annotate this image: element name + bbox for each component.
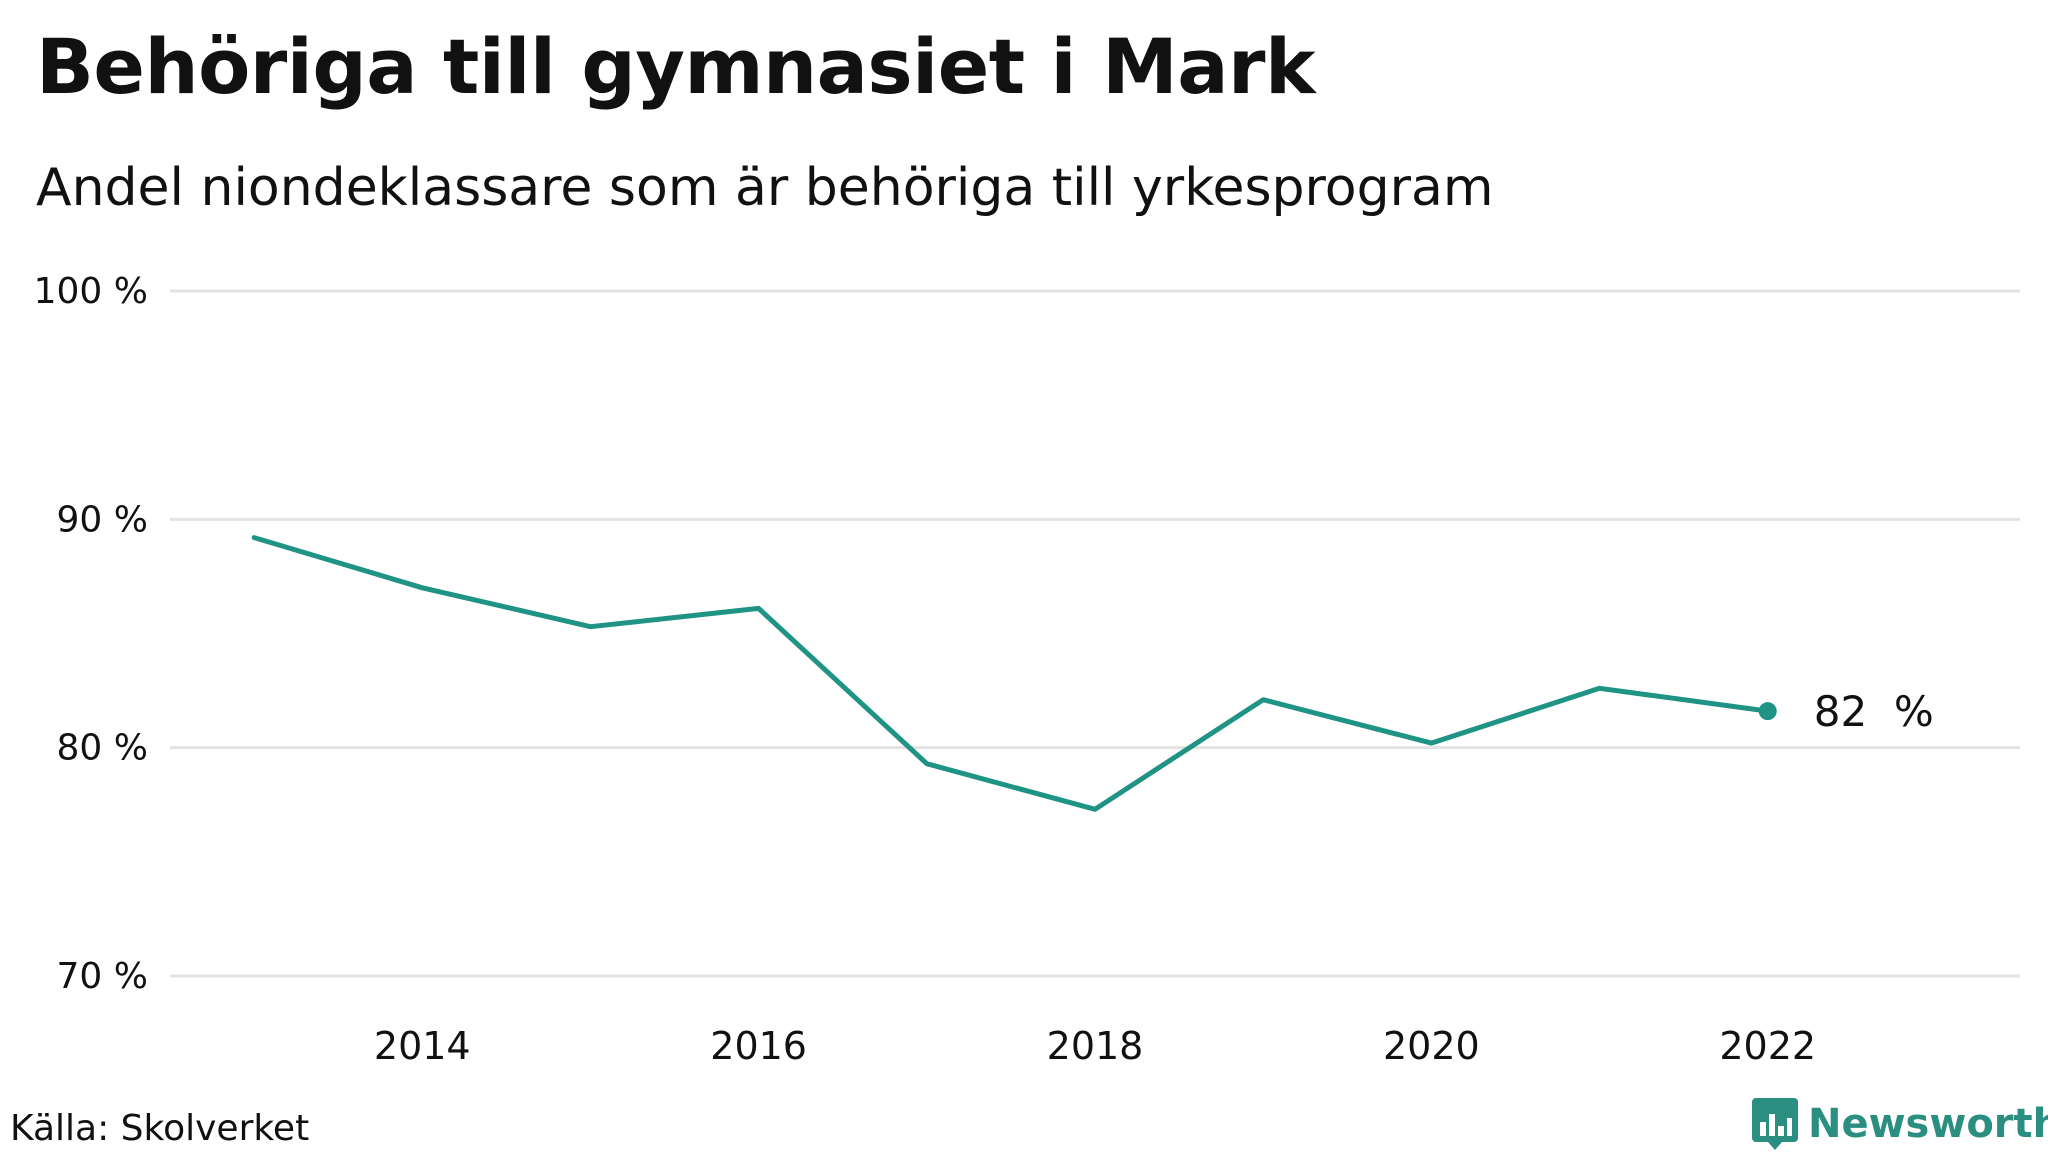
x-tick-label: 2022 (1719, 1024, 1816, 1068)
newsworthy-logo-icon (1752, 1098, 1798, 1150)
chart-title: Behöriga till gymnasiet i Mark (36, 22, 1316, 111)
last-value-label: 82 % (1814, 687, 1934, 736)
y-tick-label: 70 % (57, 956, 148, 997)
brand-name: Newsworthy (1808, 1101, 2048, 1147)
brand-logo[interactable]: Newsworthy (1752, 1098, 2048, 1150)
gridlines (170, 289, 2020, 978)
series-line-0 (251, 535, 1771, 812)
source-note: Källa: Skolverket (10, 1108, 310, 1149)
y-tick-label: 80 % (57, 728, 148, 769)
y-tick-label: 100 % (34, 271, 148, 312)
x-tick-label: 2018 (1047, 1024, 1144, 1068)
y-tick-label: 90 % (57, 499, 148, 540)
chart-subtitle: Andel niondeklassare som är behöriga til… (36, 158, 1494, 218)
x-axis: 2014 2016 2018 2020 2022 (374, 1024, 1816, 1068)
x-tick-label: 2020 (1383, 1024, 1480, 1068)
x-tick-label: 2016 (710, 1024, 807, 1068)
x-tick-label: 2014 (374, 1024, 471, 1068)
y-axis: 70 % 80 % 90 % 100 % (34, 271, 148, 997)
series-layer: 82 % (251, 535, 1934, 812)
last-point-marker (1758, 702, 1777, 721)
